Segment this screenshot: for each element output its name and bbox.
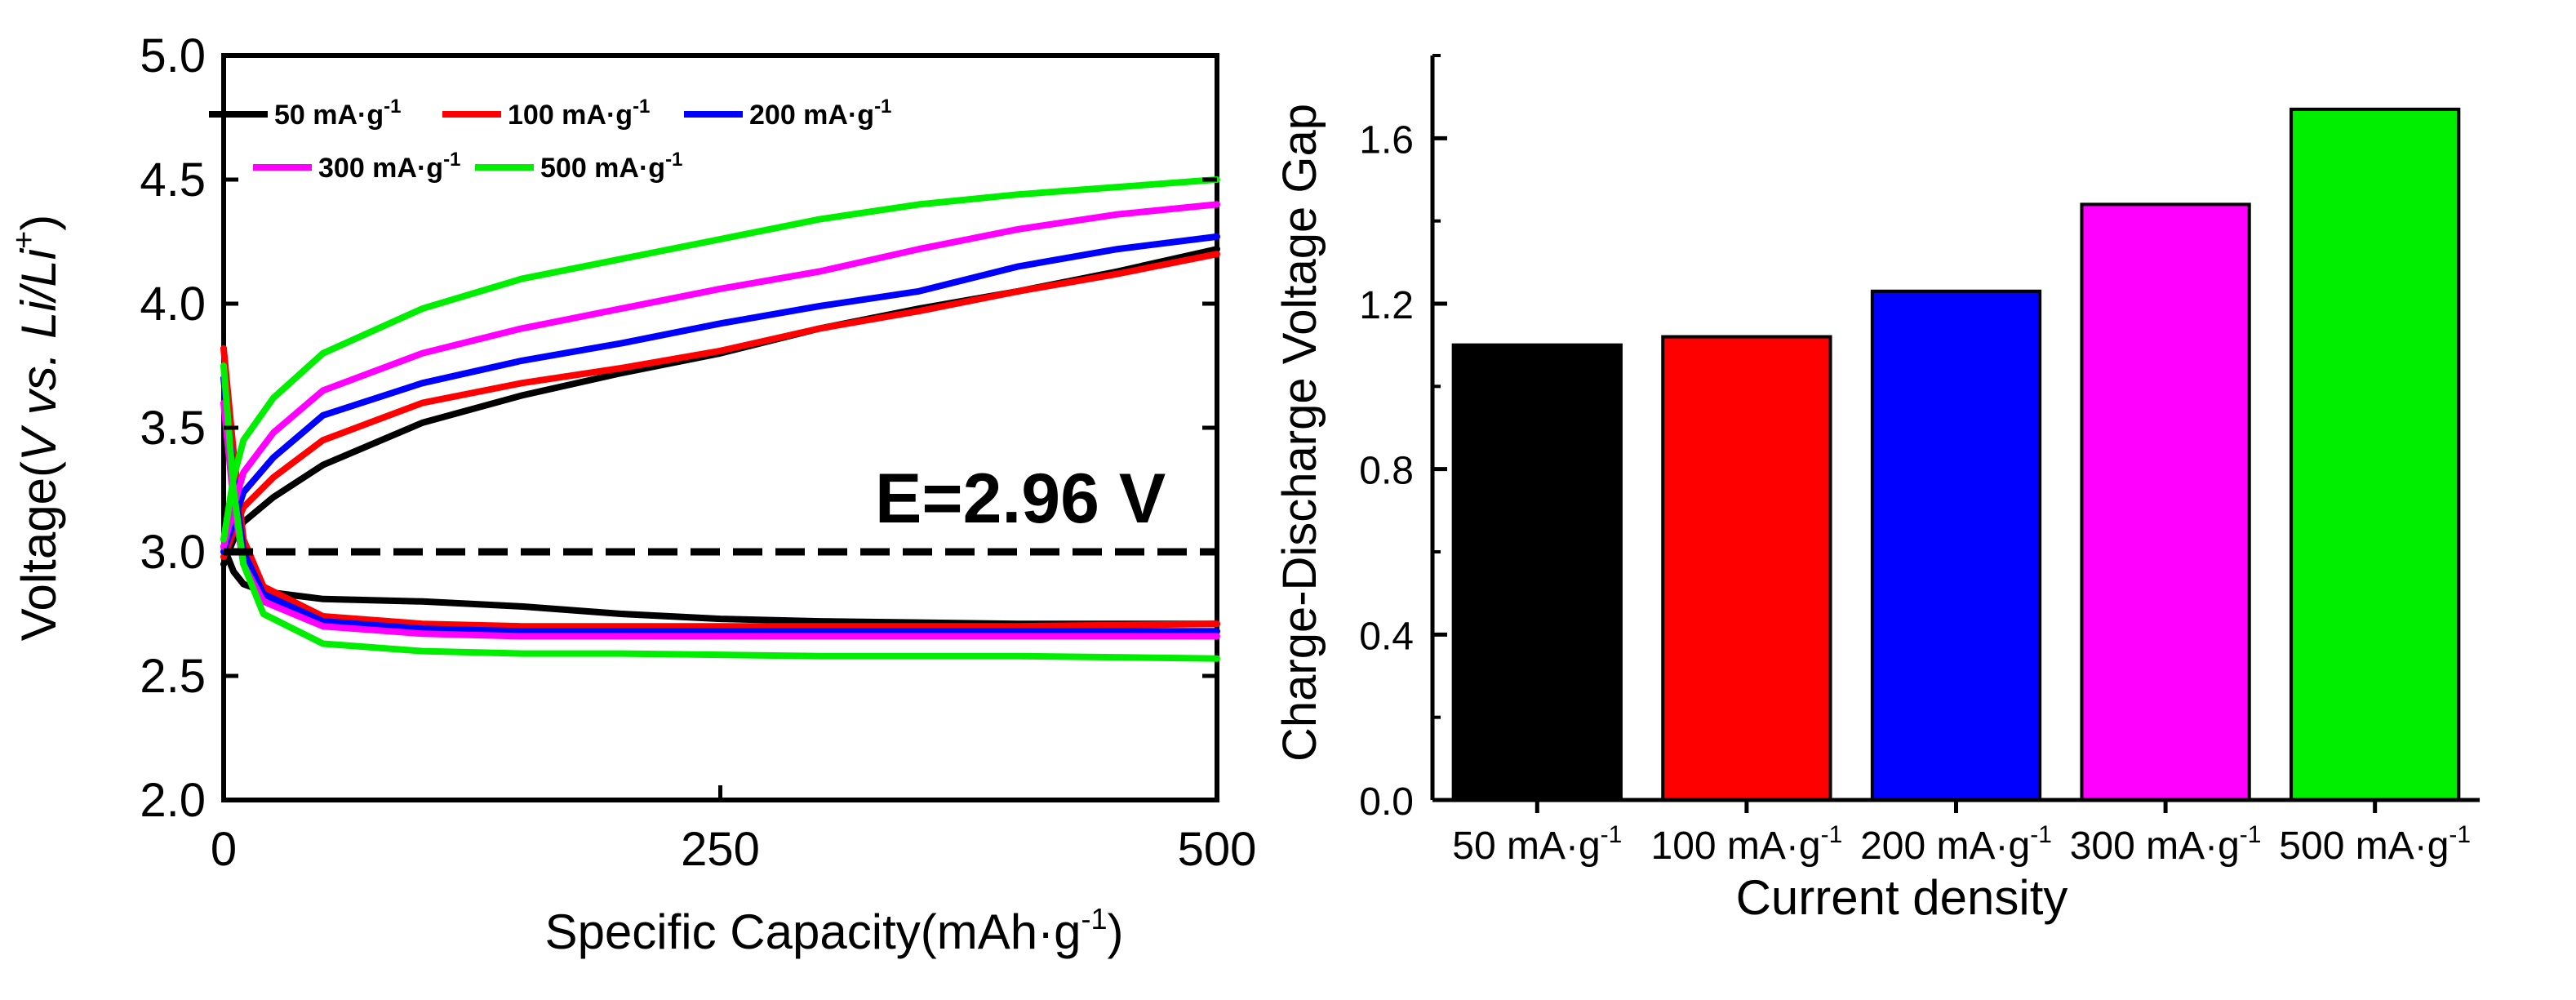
right-y-axis-title: Charge-Discharge Voltage Gap: [1273, 104, 1326, 762]
legend-label: 200 mA·g-1: [749, 96, 891, 131]
left-x-axis-title: Specific Capacity(mAh·g-1): [545, 902, 1124, 959]
voltage-gap-bar-chart: 0.0 0.4 0.8 1.2 1.6 50 mA·g-1 100 mA·g-1 200 m…: [1273, 54, 2480, 925]
bar-5: [2290, 107, 2461, 802]
bar-4: [2080, 202, 2251, 802]
equilibrium-potential-label: E=2.96 V: [875, 460, 1166, 538]
series-4-discharge-line: [220, 362, 1220, 662]
legend-label: 300 mA·g-1: [318, 149, 460, 184]
series-3-charge-line: [220, 201, 1220, 550]
bar-3: [1870, 289, 2042, 802]
left-y-tick-label: 3.5: [140, 402, 206, 455]
legend: 50 mA·g-1 100 mA·g-1 200 mA·g-1 300 mA·g-1 5…: [209, 96, 891, 184]
legend-label: 500 mA·g-1: [540, 149, 682, 184]
bar-2: [1661, 335, 1832, 802]
right-category-labels: 50 mA·g-1 100 mA·g-1 200 mA·g-1 300 mA·g-1 5…: [1452, 800, 2471, 868]
bar-group: [1451, 107, 2461, 802]
left-x-ticks: 0 250 500: [211, 785, 1257, 876]
legend-label: 50 mA·g-1: [274, 96, 401, 131]
left-x-tick-label: 0: [211, 823, 237, 876]
right-category-label: 500 mA·g-1: [2279, 821, 2471, 868]
right-category-label: 50 mA·g-1: [1452, 821, 1622, 868]
right-y-ticks: 0.0 0.4 0.8 1.2 1.6: [1359, 54, 1447, 824]
right-y-tick-label: 0.4: [1359, 615, 1414, 658]
left-x-tick-label: 250: [681, 823, 760, 876]
bar-1: [1451, 343, 1623, 802]
right-y-tick-label: 1.6: [1359, 118, 1414, 162]
right-y-tick-label: 0.8: [1359, 450, 1414, 493]
left-series-group: [220, 176, 1220, 662]
left-y-tick-label: 4.5: [140, 153, 206, 207]
left-y-tick-label: 3.0: [140, 526, 206, 579]
right-category-label: 100 mA·g-1: [1651, 821, 1843, 868]
right-category-label: 200 mA·g-1: [1860, 821, 2052, 868]
right-y-tick-label: 1.2: [1359, 284, 1414, 327]
series-4-charge-line: [220, 176, 1220, 543]
left-y-axis-title: Voltage(V vs. Li/Li+): [7, 215, 66, 641]
right-category-label: 300 mA·g-1: [2070, 821, 2262, 868]
left-y-tick-label: 5.0: [140, 29, 206, 82]
left-x-tick-label: 500: [1178, 823, 1257, 876]
series-2-charge-line: [220, 233, 1220, 555]
voltage-profile-chart: E=2.96 V 2.0 2.5 3.0 3.5 4.0 4.5 5.0 0 250 500 5…: [7, 29, 1256, 959]
left-y-ticks: 2.0 2.5 3.0 3.5 4.0 4.5 5.0: [140, 29, 1217, 827]
left-y-tick-label: 2.5: [140, 650, 206, 703]
right-y-tick-label: 0.0: [1359, 780, 1414, 824]
series-0-discharge-line: [220, 543, 1220, 628]
legend-label: 100 mA·g-1: [508, 96, 650, 131]
right-x-axis-title: Current density: [1736, 870, 2068, 925]
left-y-tick-label: 2.0: [140, 774, 206, 827]
left-y-tick-label: 4.0: [140, 278, 206, 331]
series-1-charge-line: [220, 251, 1220, 561]
